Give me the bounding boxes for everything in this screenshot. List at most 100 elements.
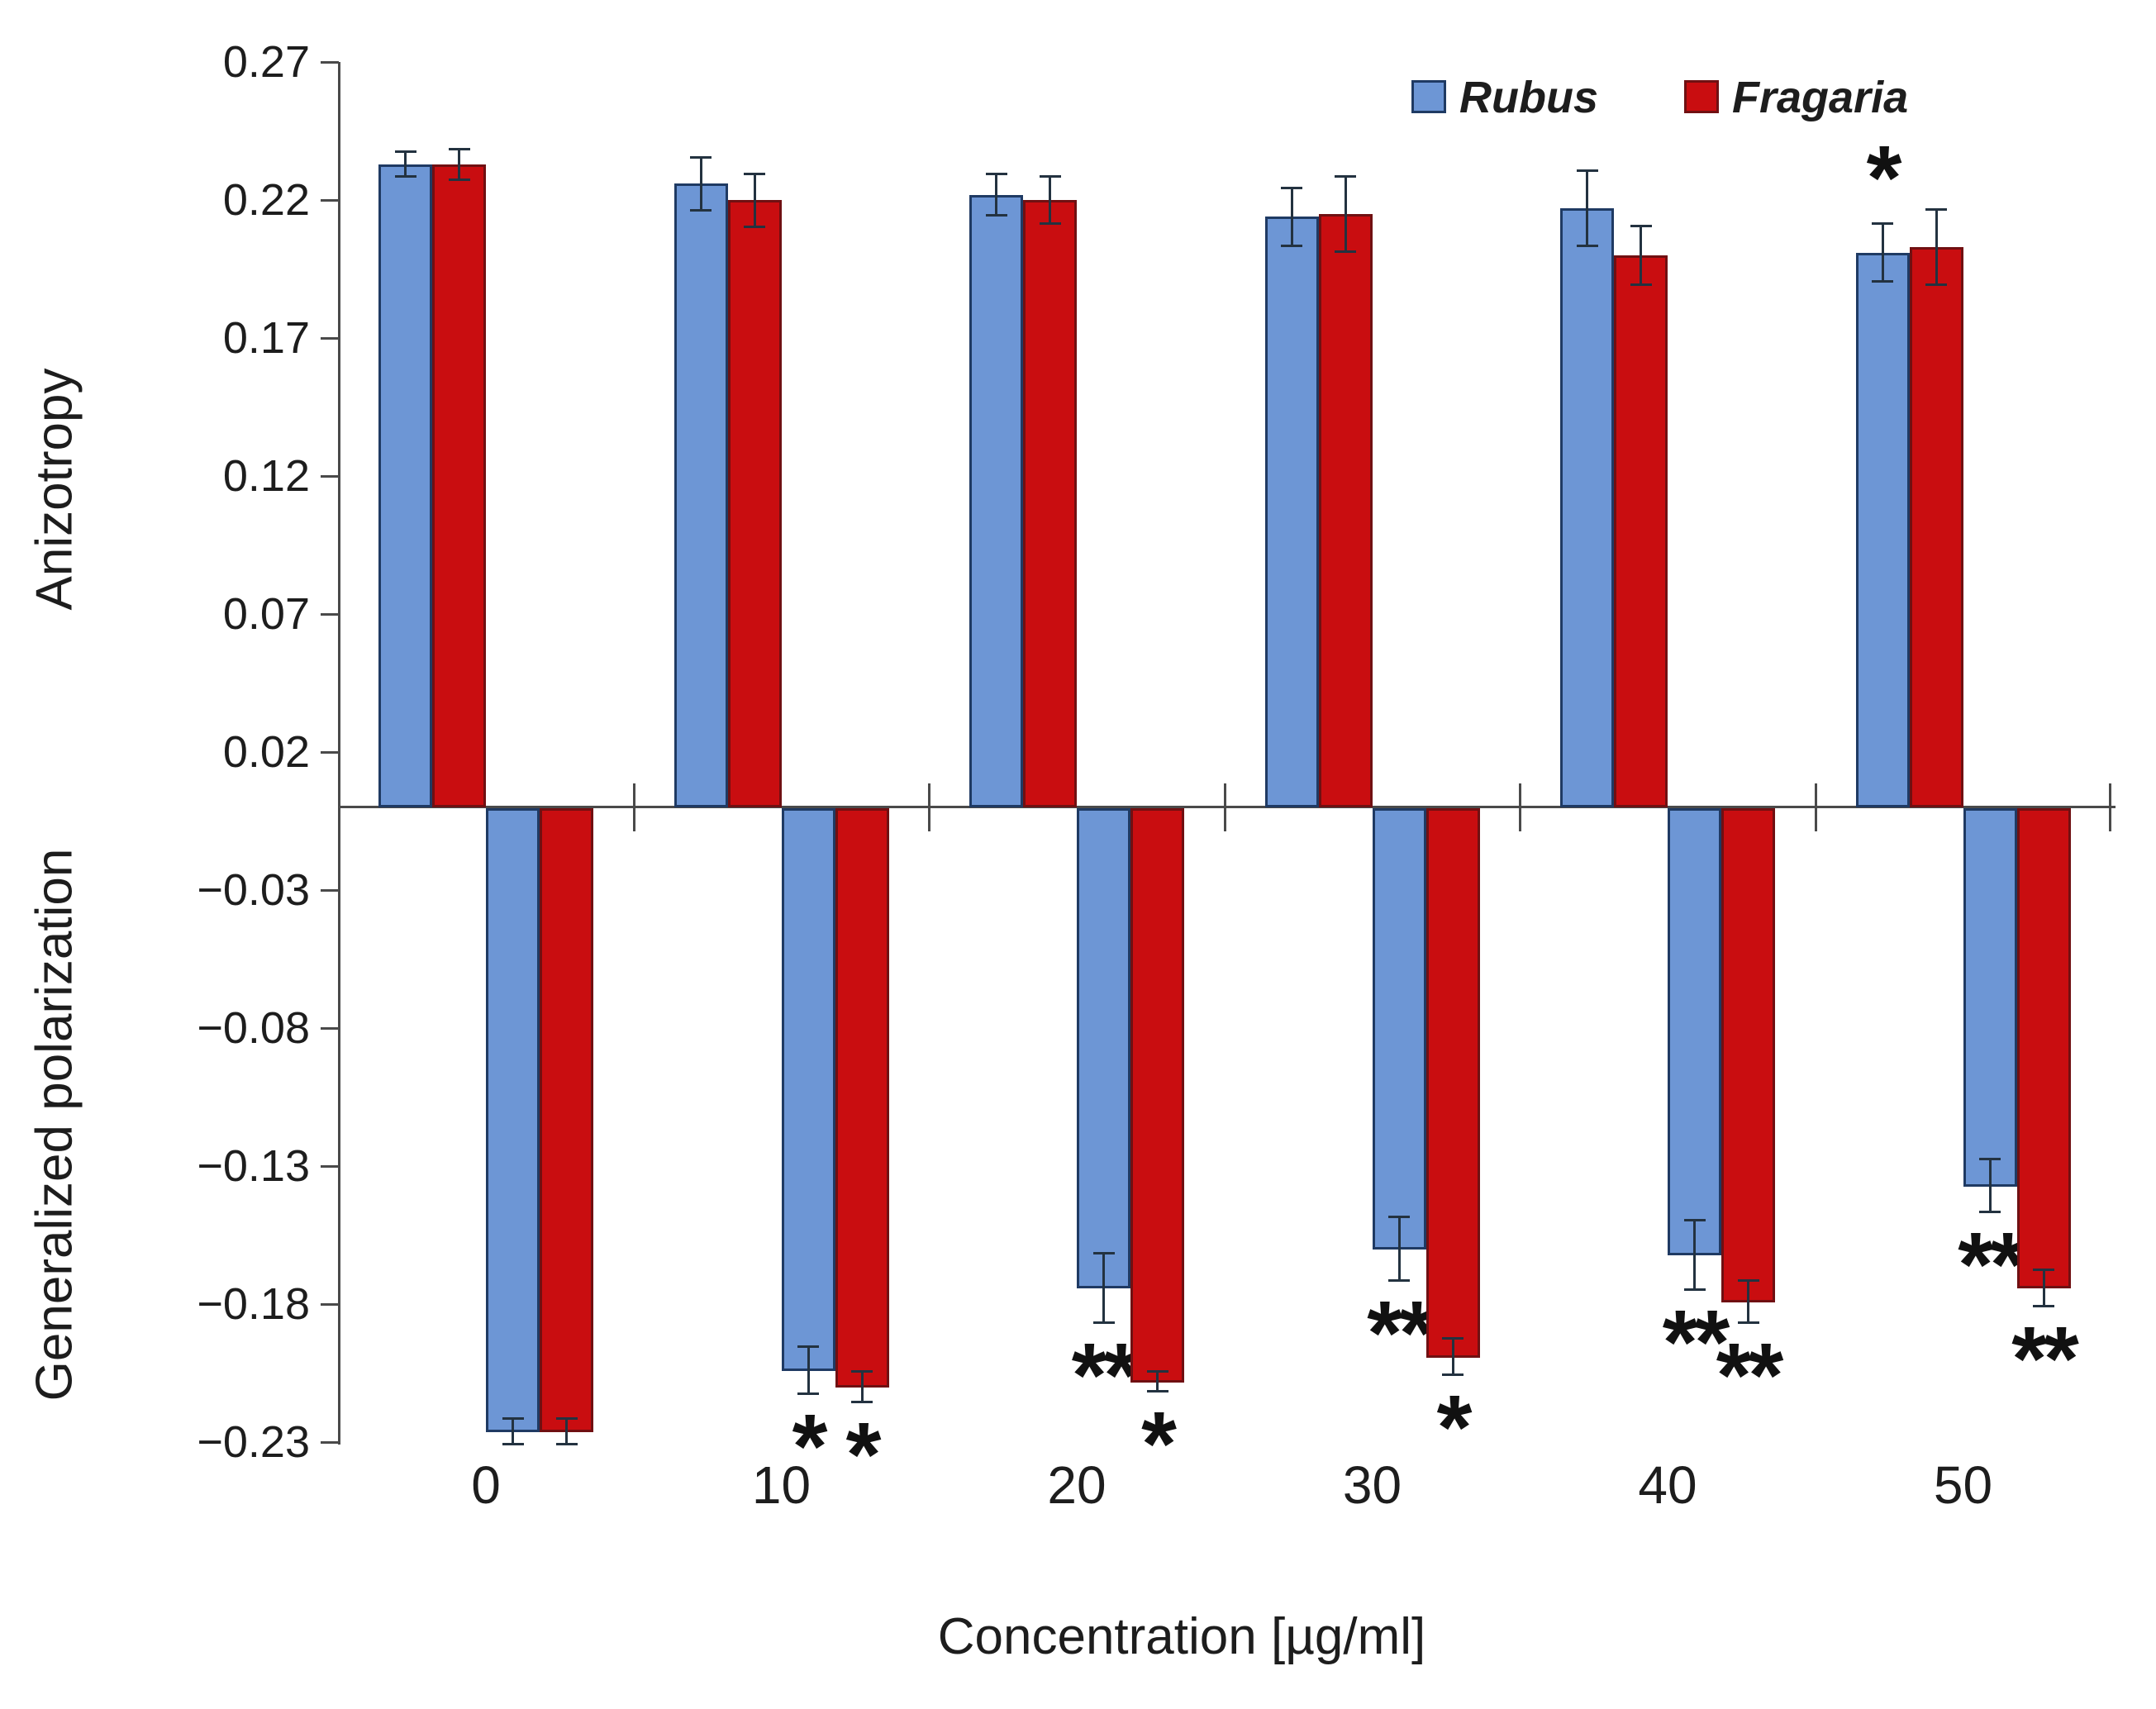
significance-marker: **: [2011, 1307, 2079, 1410]
bar-rubus-anisotropy-20: [969, 194, 1023, 807]
error-bar-cap: [1576, 244, 1598, 247]
category-separator-tick: [1519, 783, 1521, 831]
error-bar-cap: [1335, 250, 1356, 253]
error-bar-cap: [1683, 1218, 1706, 1221]
category-separator-tick: [1814, 783, 1817, 831]
bar-fragaria-generalized-polarization-10: [835, 808, 889, 1388]
bar-fragaria-anisotropy-20: [1023, 200, 1077, 807]
error-bar: [1451, 1337, 1454, 1377]
category-separator-tick: [1223, 783, 1226, 831]
error-bar-cap: [1146, 1370, 1168, 1373]
error-bar-cap: [985, 214, 1007, 217]
bar-rubus-generalized-polarization-30: [1372, 808, 1426, 1250]
error-bar: [753, 172, 756, 228]
y-tick: [321, 61, 339, 64]
error-bar-cap: [1979, 1210, 2001, 1213]
y-axis-line: [338, 62, 340, 1445]
error-bar-cap: [1335, 175, 1356, 179]
bar-fragaria-anisotropy-10: [727, 200, 782, 807]
error-bar-cap: [1039, 175, 1061, 179]
significance-marker: **: [1662, 1291, 1730, 1393]
error-bar-cap: [1092, 1251, 1115, 1254]
error-bar: [807, 1345, 810, 1396]
bar-fragaria-generalized-polarization-0: [540, 808, 593, 1432]
y-tick: [321, 613, 339, 616]
significance-marker: **: [1071, 1324, 1140, 1426]
error-bar-cap: [1039, 222, 1061, 226]
y-tick: [321, 1441, 339, 1444]
x-tick-label: 30: [1342, 1455, 1402, 1515]
error-bar: [1586, 169, 1588, 247]
category-separator-tick: [2108, 783, 2111, 831]
error-bar-cap: [1630, 225, 1652, 228]
error-bar: [404, 150, 407, 179]
error-bar-cap: [1737, 1279, 1759, 1283]
error-bar: [1881, 221, 1884, 283]
bar-fragaria-generalized-polarization-30: [1425, 808, 1480, 1358]
category-separator-tick: [632, 783, 635, 831]
error-bar: [2042, 1268, 2045, 1307]
error-bar-cap: [744, 225, 765, 228]
y-tick: [321, 751, 339, 754]
bar-rubus-anisotropy-30: [1264, 217, 1319, 807]
error-bar-cap: [1872, 280, 1893, 283]
error-bar: [699, 155, 702, 212]
bar-fragaria-anisotropy-50: [1909, 246, 1963, 807]
bar-fragaria-anisotropy-0: [432, 164, 486, 807]
bar-fragaria-generalized-polarization-20: [1130, 808, 1184, 1383]
error-bar: [1397, 1216, 1401, 1283]
bar-rubus-generalized-polarization-40: [1668, 808, 1721, 1256]
error-bar-cap: [690, 208, 712, 212]
y-tick: [321, 1165, 339, 1168]
significance-marker: *: [1141, 1393, 1177, 1496]
error-bar-cap: [1281, 186, 1302, 189]
error-bar: [995, 172, 997, 217]
legend-swatch-rubus: [1411, 80, 1446, 113]
x-tick-label: 50: [1933, 1455, 1993, 1515]
y-tick-label: −0.23: [197, 1417, 310, 1467]
y-tick-label: 0.22: [222, 175, 310, 225]
bar-rubus-generalized-polarization-20: [1077, 808, 1130, 1289]
error-bar: [1344, 175, 1347, 253]
error-bar: [860, 1370, 864, 1404]
error-bar-cap: [555, 1417, 578, 1421]
error-bar: [565, 1417, 568, 1445]
error-bar-cap: [502, 1442, 524, 1445]
error-bar-cap: [797, 1392, 819, 1396]
significance-marker: **: [1367, 1283, 1435, 1385]
error-bar: [1102, 1251, 1105, 1324]
error-bar-cap: [1979, 1158, 2001, 1161]
error-bar: [1693, 1218, 1696, 1291]
error-bar: [1935, 208, 1938, 286]
error-bar-cap: [744, 172, 765, 175]
error-bar-cap: [555, 1442, 578, 1445]
error-bar-cap: [1925, 208, 1947, 212]
y-tick-label: −0.03: [197, 865, 310, 915]
category-separator-tick: [928, 783, 930, 831]
x-tick-label: 20: [1047, 1455, 1107, 1515]
x-axis-baseline: [338, 806, 2116, 808]
y-tick: [321, 475, 339, 478]
error-bar-cap: [448, 178, 470, 181]
legend-label-rubus: Rubus: [1459, 73, 1598, 122]
error-bar-cap: [2033, 1304, 2054, 1307]
error-bar: [1747, 1279, 1749, 1324]
significance-marker: *: [845, 1404, 882, 1507]
error-bar-cap: [1388, 1216, 1410, 1219]
y-tick-label: −0.08: [197, 1003, 310, 1053]
y-tick: [321, 889, 339, 892]
x-tick-label: 10: [751, 1455, 811, 1515]
error-bar: [1290, 186, 1293, 247]
y-tick-label: 0.12: [222, 451, 310, 501]
significance-marker: *: [792, 1396, 828, 1498]
error-bar-cap: [394, 175, 416, 179]
bar-fragaria-generalized-polarization-50: [2016, 808, 2071, 1289]
error-bar-cap: [1388, 1279, 1410, 1283]
legend-label-fragaria: Fragaria: [1732, 73, 1909, 122]
bar-rubus-generalized-polarization-0: [486, 808, 540, 1432]
error-bar-cap: [797, 1345, 819, 1349]
y-tick: [321, 1303, 339, 1306]
error-bar: [1988, 1158, 1992, 1213]
error-bar-cap: [851, 1370, 873, 1373]
